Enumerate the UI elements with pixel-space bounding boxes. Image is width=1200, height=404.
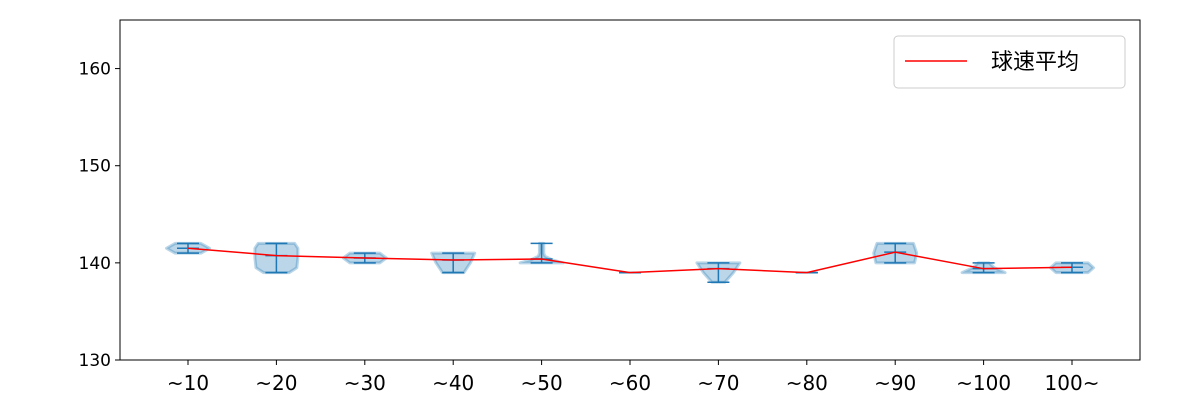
mean-line — [187, 247, 1073, 274]
x-tick-label: ~50 — [520, 371, 562, 395]
y-tick-label: 150 — [79, 157, 111, 177]
error-bars — [177, 242, 1083, 284]
x-axis: ~10 ~20 ~30 ~40 ~50 ~60 ~70 ~80 ~90 ~100 100~ — [167, 360, 1100, 395]
x-tick-label: ~70 — [697, 371, 739, 395]
y-tick-label: 140 — [79, 254, 111, 274]
x-tick-label: ~100 — [956, 371, 1011, 395]
x-tick-label: ~60 — [609, 371, 651, 395]
x-tick-label: ~30 — [344, 371, 386, 395]
x-tick-label: ~40 — [432, 371, 474, 395]
y-tick-label: 160 — [79, 60, 111, 80]
y-axis: 130 140 150 160 — [79, 60, 120, 371]
legend-label: 球速平均 — [991, 50, 1079, 75]
x-tick-label: ~10 — [167, 371, 209, 395]
y-tick-label: 130 — [79, 351, 111, 371]
x-tick-label: ~80 — [786, 371, 828, 395]
x-tick-label: ~20 — [255, 371, 297, 395]
x-tick-label: 100~ — [1045, 371, 1100, 395]
legend: 球速平均 — [893, 35, 1126, 89]
x-tick-label: ~90 — [874, 371, 916, 395]
